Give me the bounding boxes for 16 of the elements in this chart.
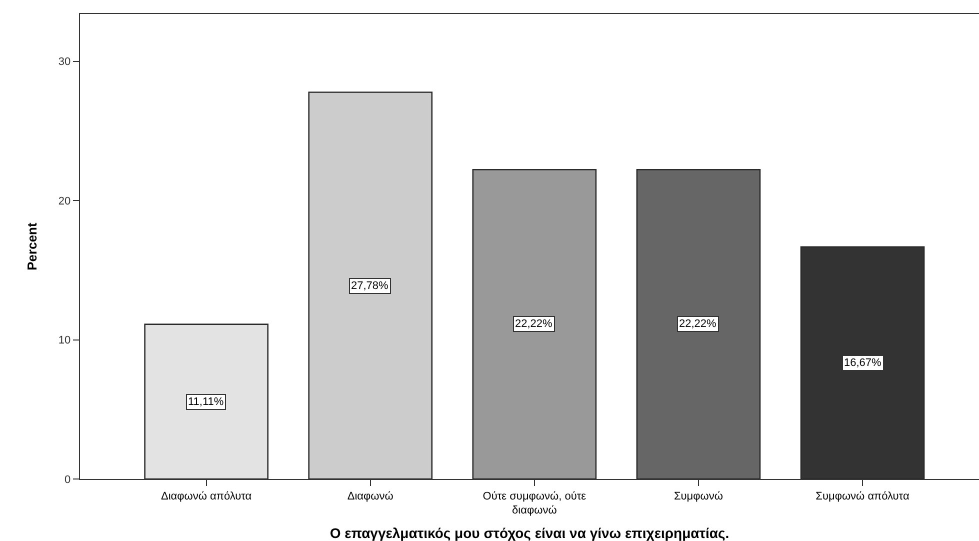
y-axis-title: Percent [24, 222, 40, 270]
data-label: 22,22% [515, 318, 553, 330]
x-tick-label: Συμφωνώ [674, 490, 724, 502]
y-tick-label: 30 [58, 56, 71, 68]
x-tick-label: Διαφωνώ [347, 490, 394, 502]
y-tick-label: 20 [58, 195, 71, 208]
data-label: 11,11% [188, 396, 224, 408]
data-label: 16,67% [844, 357, 882, 369]
data-label: 22,22% [679, 318, 717, 330]
data-label: 27,78% [351, 280, 389, 292]
x-tick-label: Διαφωνώ απόλυτα [160, 490, 252, 502]
x-axis-title: Ο επαγγελματικός μου στόχος είναι να γίνω επιχειρηματίας. [330, 524, 730, 541]
y-tick-label: 10 [58, 334, 71, 347]
x-tick-label: Συμφωνώ απόλυτα [816, 490, 910, 502]
y-tick-label: 0 [64, 474, 71, 486]
x-tick-label: Ούτε συμφωνώ, ούτε διαφωνώ [482, 490, 586, 517]
